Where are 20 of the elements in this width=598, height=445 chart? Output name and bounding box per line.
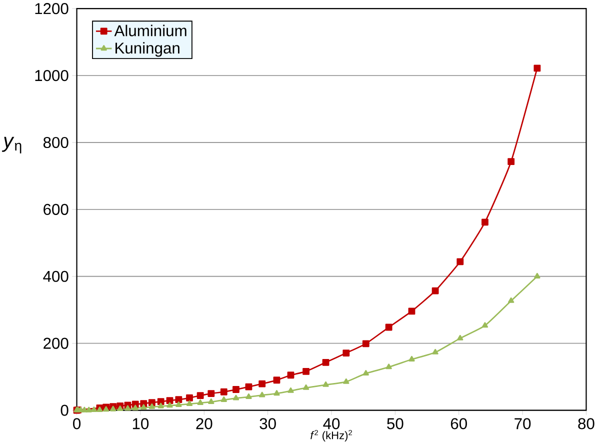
x-tick-label: 40	[323, 418, 340, 430]
y-tick-label: 400	[43, 271, 68, 282]
x-tick-label: 50	[387, 418, 404, 430]
x-axis-title: f$^{2}$ (kHz)$^{2}$	[310, 430, 352, 442]
y-tick-label: 0	[60, 404, 68, 416]
legend-label: Kuningan	[116, 42, 180, 57]
x-tick-label: 80	[578, 418, 594, 430]
x-tick-label: 0	[73, 418, 81, 430]
y-axis-title: y$_{η}$	[2, 137, 22, 154]
y-tick-label: 200	[44, 338, 68, 350]
y-tick-label: 800	[43, 137, 68, 148]
x-tick-label: 70	[514, 418, 531, 430]
x-tick-label: 60	[450, 418, 467, 430]
y-tick-label: 600	[44, 204, 68, 216]
x-tick-label: 30	[260, 418, 276, 430]
legend-label: Aluminium	[114, 25, 186, 37]
y-tick-label: 1200	[35, 3, 68, 14]
y-tick-label: 1000	[35, 70, 68, 82]
x-tick-label: 10	[132, 418, 149, 430]
x-tick-label: 20	[196, 418, 212, 430]
